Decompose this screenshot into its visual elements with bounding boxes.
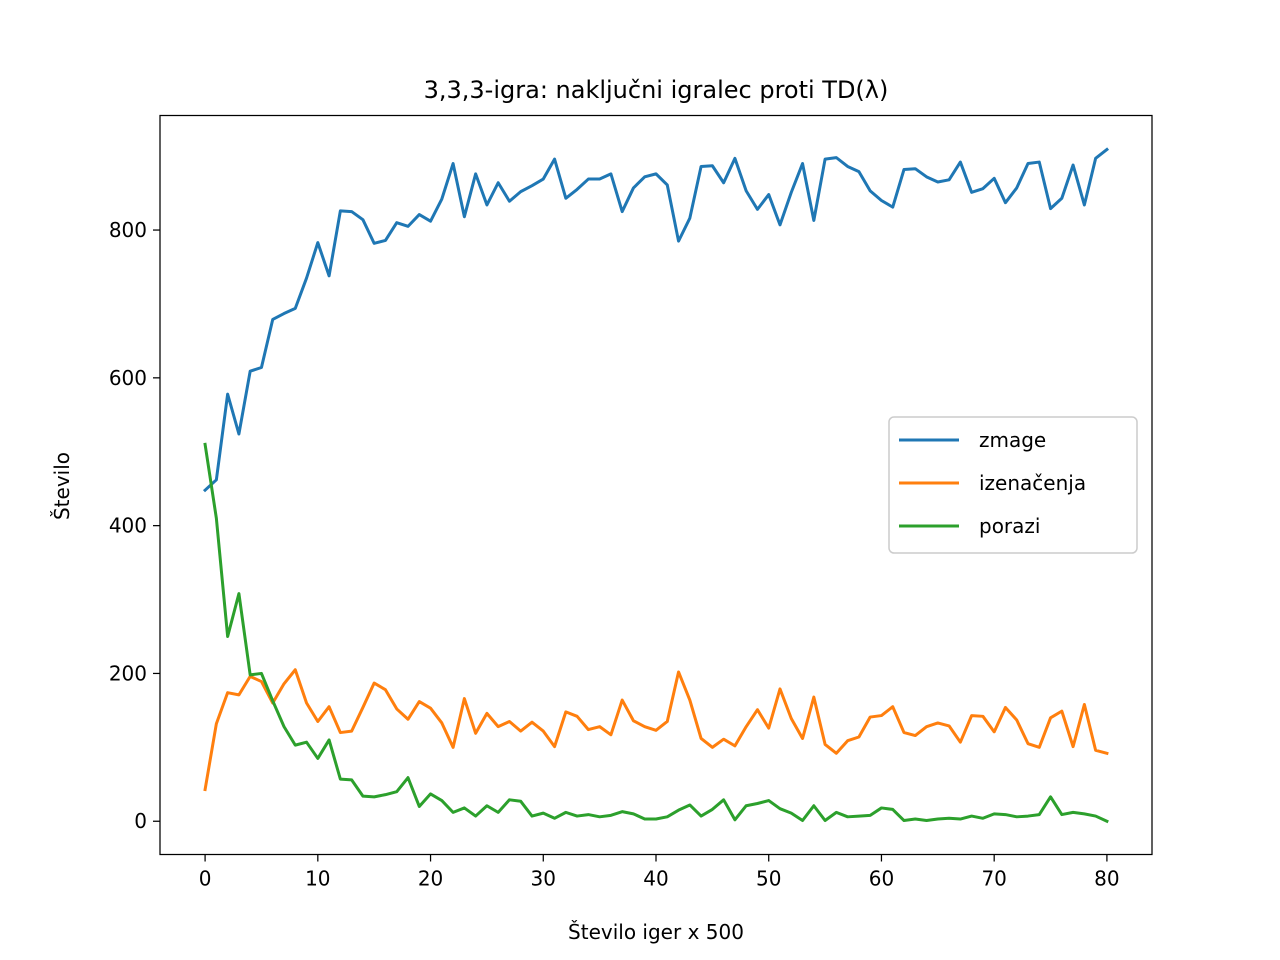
chart-title: 3,3,3-igra: naključni igralec proti TD(λ…: [424, 76, 889, 104]
series-line-0: [202, 147, 1110, 493]
x-tick-label: 40: [643, 867, 668, 891]
legend-label-2: porazi: [979, 514, 1040, 538]
y-tick-label: 0: [134, 809, 147, 833]
x-axis-label: Število iger x 500: [568, 920, 744, 944]
x-tick-label: 60: [869, 867, 894, 891]
x-tick-label: 70: [981, 867, 1006, 891]
series-line-2: [203, 442, 1109, 824]
legend: zmage izenačenja porazi: [888, 416, 1138, 554]
x-tick-label: 80: [1094, 867, 1119, 891]
y-axis-label: Število: [50, 452, 74, 520]
x-tick-label: 10: [305, 867, 330, 891]
x-tick-label: 20: [418, 867, 443, 891]
y-tick-label: 200: [109, 661, 147, 685]
y-tick-label: 800: [109, 218, 147, 242]
x-tick-label: 30: [531, 867, 556, 891]
y-axis: 0 200 400 600 800: [109, 218, 160, 833]
legend-label-0: zmage: [979, 428, 1046, 452]
series-layer: [202, 147, 1110, 824]
legend-box: [888, 416, 1138, 554]
y-tick-label: 600: [109, 366, 147, 390]
x-tick-label: 0: [199, 867, 212, 891]
x-axis: 0 10 20 30 40 50 60 70 80: [199, 854, 1120, 891]
legend-label-1: izenačenja: [979, 471, 1086, 495]
y-tick-label: 400: [109, 514, 147, 538]
x-tick-label: 50: [756, 867, 781, 891]
series-line-1: [203, 668, 1109, 792]
